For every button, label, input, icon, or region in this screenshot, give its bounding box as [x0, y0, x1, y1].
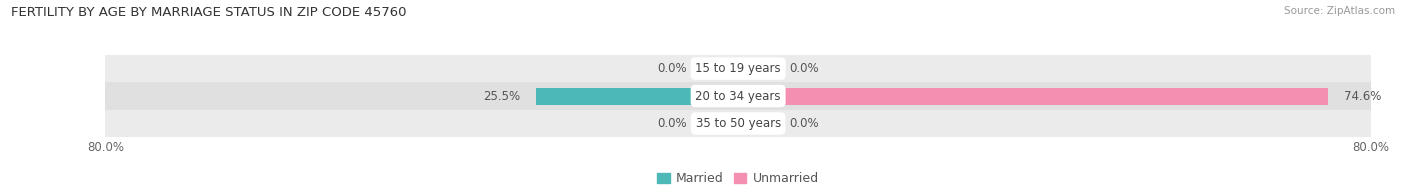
Bar — [105, 110, 1371, 137]
Bar — [703, 115, 738, 132]
Text: 0.0%: 0.0% — [657, 62, 686, 75]
Bar — [537, 88, 738, 104]
Bar — [738, 88, 1329, 104]
Text: Source: ZipAtlas.com: Source: ZipAtlas.com — [1284, 6, 1395, 16]
Text: FERTILITY BY AGE BY MARRIAGE STATUS IN ZIP CODE 45760: FERTILITY BY AGE BY MARRIAGE STATUS IN Z… — [11, 6, 406, 19]
Bar — [105, 82, 1371, 110]
Legend: Married, Unmarried: Married, Unmarried — [652, 167, 824, 190]
Bar — [738, 60, 773, 77]
Text: 20 to 34 years: 20 to 34 years — [696, 90, 780, 103]
Bar — [703, 60, 738, 77]
Text: 25.5%: 25.5% — [484, 90, 520, 103]
Text: 35 to 50 years: 35 to 50 years — [696, 117, 780, 130]
Text: 0.0%: 0.0% — [790, 117, 820, 130]
Bar — [738, 115, 773, 132]
Text: 74.6%: 74.6% — [1344, 90, 1381, 103]
Text: 15 to 19 years: 15 to 19 years — [696, 62, 780, 75]
Text: 0.0%: 0.0% — [657, 117, 686, 130]
Bar — [105, 55, 1371, 82]
Text: 0.0%: 0.0% — [790, 62, 820, 75]
